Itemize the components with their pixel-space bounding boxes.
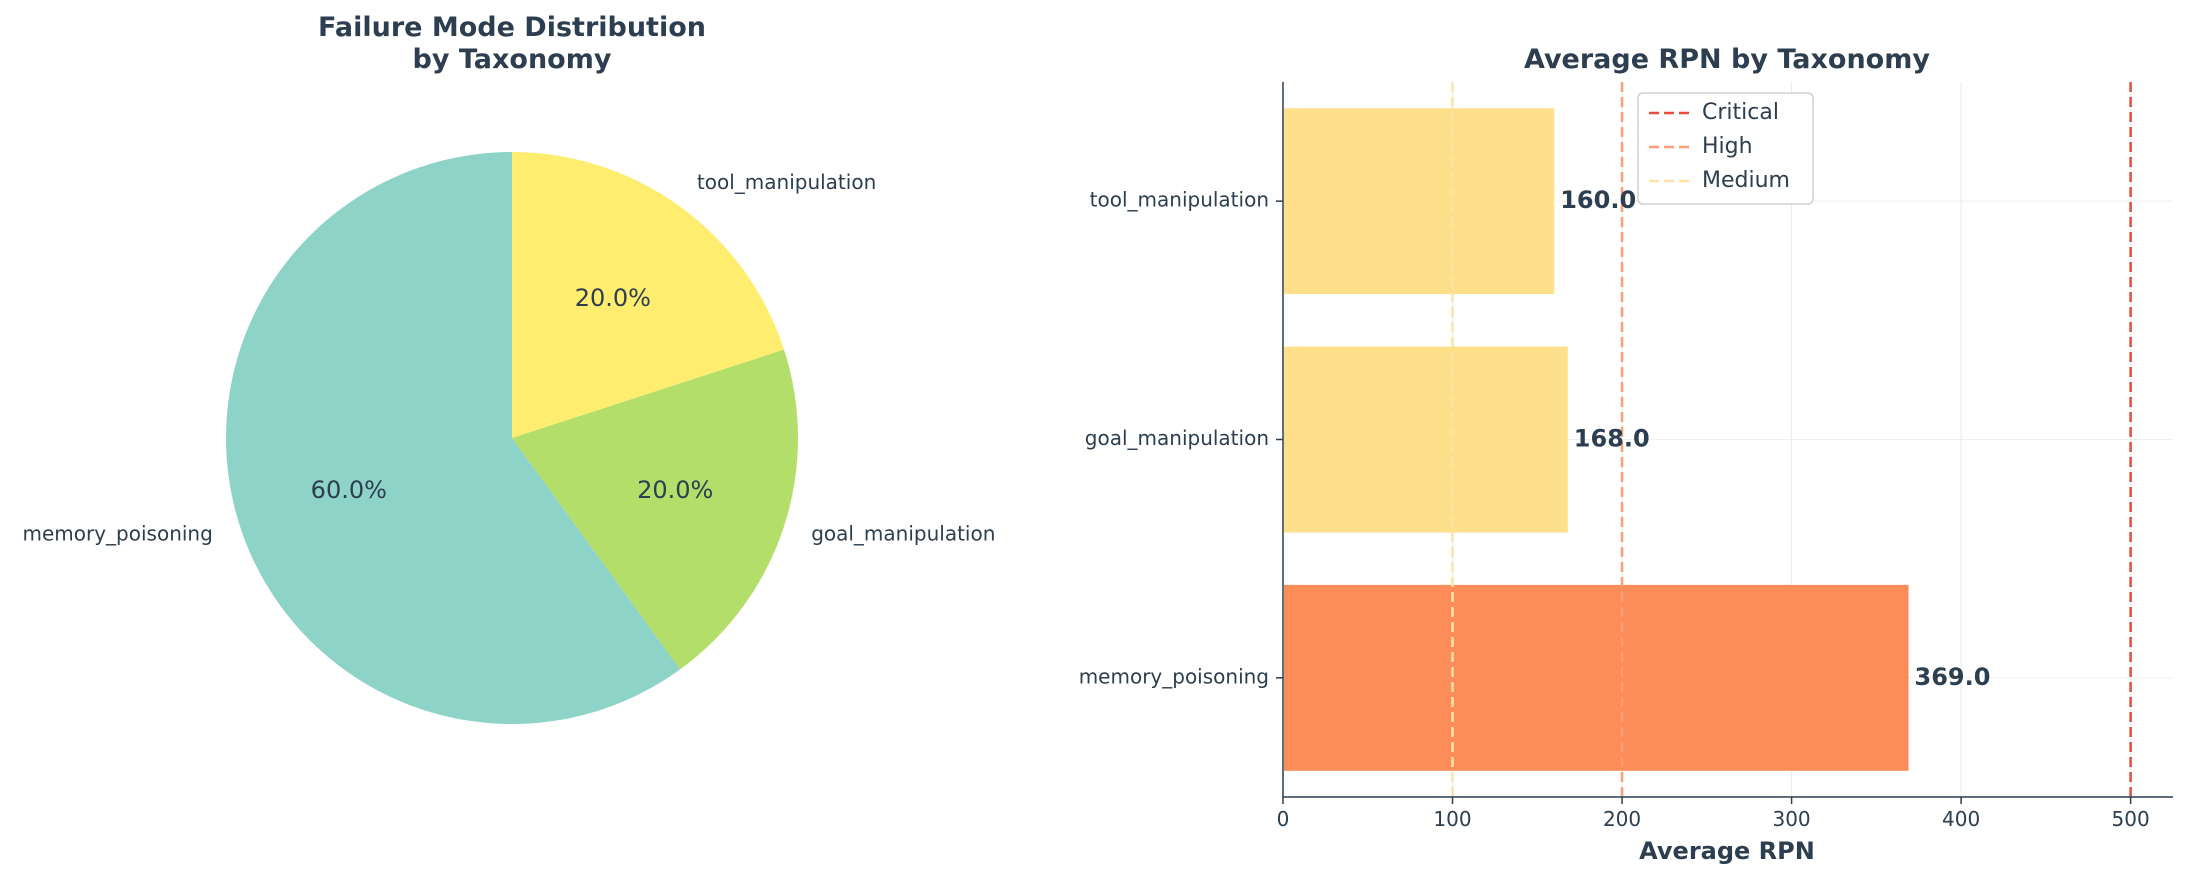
bar-value-labels: 369.0 168.0 160.0	[1560, 186, 1990, 691]
bar-chart-axes: memory_poisoning goal_manipulation tool_ma…	[1079, 82, 2173, 831]
x-axis-label: Average RPN	[1639, 837, 1815, 865]
y-tick-label-memory-poisoning: memory_poisoning	[1079, 664, 1269, 688]
pie-slice-goal-manipulation	[512, 349, 798, 670]
legend-box	[1637, 92, 1814, 205]
bar-chart-bars	[1284, 108, 1909, 771]
x-tick-label-0: 0	[1277, 807, 1290, 831]
bar-chart-panel: Average RPN by Taxonomy memory_poisoning…	[1079, 44, 2173, 865]
x-tick-label-100: 100	[1433, 807, 1471, 831]
legend-label-medium: Medium	[1702, 168, 1790, 193]
x-tick-label-400: 400	[1942, 807, 1980, 831]
pie-chart-title-line-1: Failure Mode Distribution	[318, 12, 706, 43]
pie-label-memory-poisoning: memory_poisoning	[22, 522, 212, 546]
bar-memory-poisoning	[1284, 584, 1909, 771]
y-tick-label-goal-manipulation: goal_manipulation	[1085, 426, 1269, 450]
pie-chart-panel: Failure Mode Distribution by Taxonomy to…	[22, 12, 995, 725]
pie-percent-tool-manipulation: 20.0%	[575, 284, 651, 312]
pie-percent-memory-poisoning: 60.0%	[311, 476, 387, 504]
pie-chart-title-line-2: by Taxonomy	[413, 44, 612, 75]
pie-slice-tool-manipulation	[512, 152, 785, 438]
pie-label-tool-manipulation: tool_manipulation	[697, 170, 876, 194]
pie-label-goal-manipulation: goal_manipulation	[811, 522, 995, 546]
pie-slice-memory-poisoning	[225, 152, 681, 725]
bar-tool-manipulation	[1284, 108, 1555, 295]
legend-label-high: High	[1702, 134, 1753, 159]
x-tick-label-200: 200	[1603, 807, 1641, 831]
bar-value-label-memory-poisoning: 369.0	[1915, 663, 1991, 691]
x-tick-label-500: 500	[2112, 807, 2150, 831]
pie-labels: tool_manipulation 20.0% goal_manipulation 2…	[22, 170, 995, 546]
x-tick-label-300: 300	[1772, 807, 1810, 831]
bar-goal-manipulation	[1284, 346, 1568, 533]
bar-value-label-tool-manipulation: 160.0	[1560, 186, 1636, 214]
y-tick-label-tool-manipulation: tool_manipulation	[1090, 188, 1269, 212]
pie-slices	[225, 152, 798, 725]
legend-label-critical: Critical	[1702, 100, 1779, 125]
threshold-legend: Critical High Medium	[1637, 92, 1814, 205]
bar-chart-title: Average RPN by Taxonomy	[1524, 44, 1930, 75]
pie-percent-goal-manipulation: 20.0%	[637, 476, 713, 504]
bar-value-label-goal-manipulation: 168.0	[1574, 425, 1650, 453]
